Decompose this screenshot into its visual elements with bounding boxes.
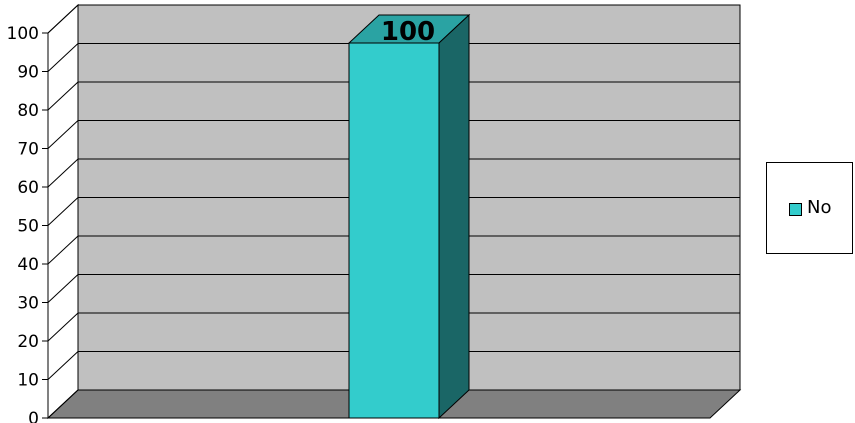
- y-tick-label: 0: [28, 409, 39, 423]
- y-tick-label: 30: [17, 294, 39, 314]
- side-gridline: [47, 351, 79, 380]
- legend-swatch-no: [789, 203, 802, 216]
- side-gridline: [47, 43, 79, 72]
- y-tick-label: 90: [17, 63, 39, 83]
- y-tick-label: 50: [17, 217, 39, 237]
- y-tick-label: 20: [17, 332, 39, 352]
- bar: [348, 42, 440, 419]
- y-tick-label: 60: [17, 178, 39, 198]
- side-gridline: [47, 235, 79, 265]
- legend-label-no: No: [807, 197, 832, 218]
- y-tick-label: 80: [17, 101, 39, 121]
- bar-side-face: [438, 13, 470, 420]
- y-tick-label: 100: [7, 24, 39, 44]
- side-gridline: [47, 81, 79, 111]
- side-gridline: [47, 120, 79, 149]
- y-tick-label: 10: [17, 371, 39, 391]
- side-gridline: [47, 389, 79, 419]
- side-gridline: [47, 274, 79, 303]
- side-gridline: [47, 312, 79, 342]
- y-tick-label: 70: [17, 140, 39, 160]
- side-gridline: [47, 158, 79, 188]
- legend: No: [766, 162, 853, 254]
- data-label: 100: [381, 17, 435, 47]
- y-tick-label: 40: [17, 255, 39, 275]
- side-gridline: [47, 197, 79, 226]
- side-gridline: [47, 4, 79, 34]
